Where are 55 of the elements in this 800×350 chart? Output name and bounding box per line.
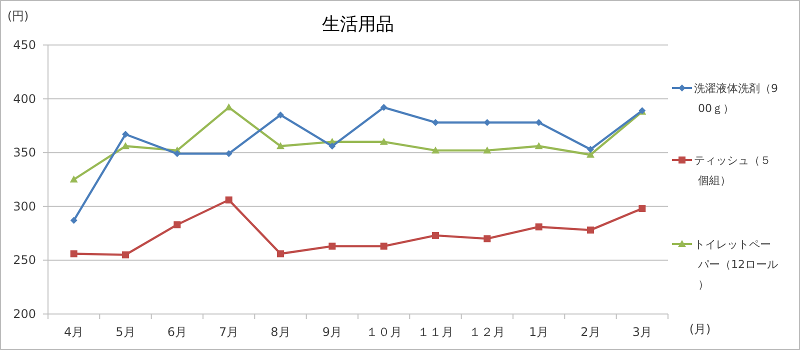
point	[122, 142, 130, 150]
y-tick-label: 350	[13, 146, 36, 160]
chart-title: 生活用品	[322, 14, 394, 35]
point	[225, 150, 232, 158]
point	[122, 130, 129, 138]
point	[484, 118, 491, 126]
legend-label: ティッシュ（５個組）	[694, 154, 771, 187]
point	[174, 221, 181, 228]
point	[432, 118, 439, 126]
point	[638, 205, 646, 212]
x-tick-label: 5月	[116, 325, 136, 339]
point	[483, 146, 492, 154]
x-tick-label: 8月	[270, 325, 290, 339]
x-tick-label: 1月	[529, 325, 549, 339]
point	[70, 250, 78, 258]
x-tick-label: １２月	[469, 325, 506, 339]
x-tick-label: 3月	[632, 325, 652, 339]
y-tick-label: 200	[13, 307, 36, 321]
point	[224, 103, 233, 110]
x-tick-label: 6月	[167, 325, 187, 339]
x-tick-label: 4月	[64, 325, 84, 339]
x-tick-label: 2月	[580, 325, 600, 339]
y-tick-label: 300	[13, 199, 36, 214]
point	[432, 146, 440, 154]
point	[70, 216, 78, 224]
point	[587, 226, 594, 234]
x-tick-label: １０月	[366, 325, 402, 339]
y-tick-label: 250	[13, 253, 36, 268]
point	[277, 250, 284, 258]
point	[328, 242, 336, 250]
point	[535, 118, 542, 126]
point	[534, 142, 543, 150]
y-tick-label: 450	[13, 38, 36, 52]
point	[587, 146, 594, 153]
x-tick-label: １１月	[418, 325, 454, 339]
point	[535, 223, 542, 230]
x-axis-title: (月)	[689, 322, 711, 336]
point	[276, 142, 284, 150]
point	[328, 142, 336, 150]
x-tick-label: 7月	[219, 325, 239, 339]
point	[277, 111, 284, 118]
x-tick-label: 9月	[322, 325, 342, 339]
point	[225, 196, 232, 204]
y-axis-title: (円)	[7, 9, 29, 23]
point	[380, 138, 388, 145]
point	[174, 150, 181, 158]
y-tick-label: 400	[13, 92, 36, 106]
legend-label: 洗濯液体洗剤（900ｇ）	[694, 82, 778, 115]
legend-label: トイレットペーパー（12ロール）	[694, 238, 778, 291]
point	[380, 242, 388, 250]
point	[380, 104, 388, 111]
point	[122, 251, 129, 258]
point	[70, 176, 78, 182]
point	[484, 235, 491, 242]
point	[432, 232, 439, 239]
